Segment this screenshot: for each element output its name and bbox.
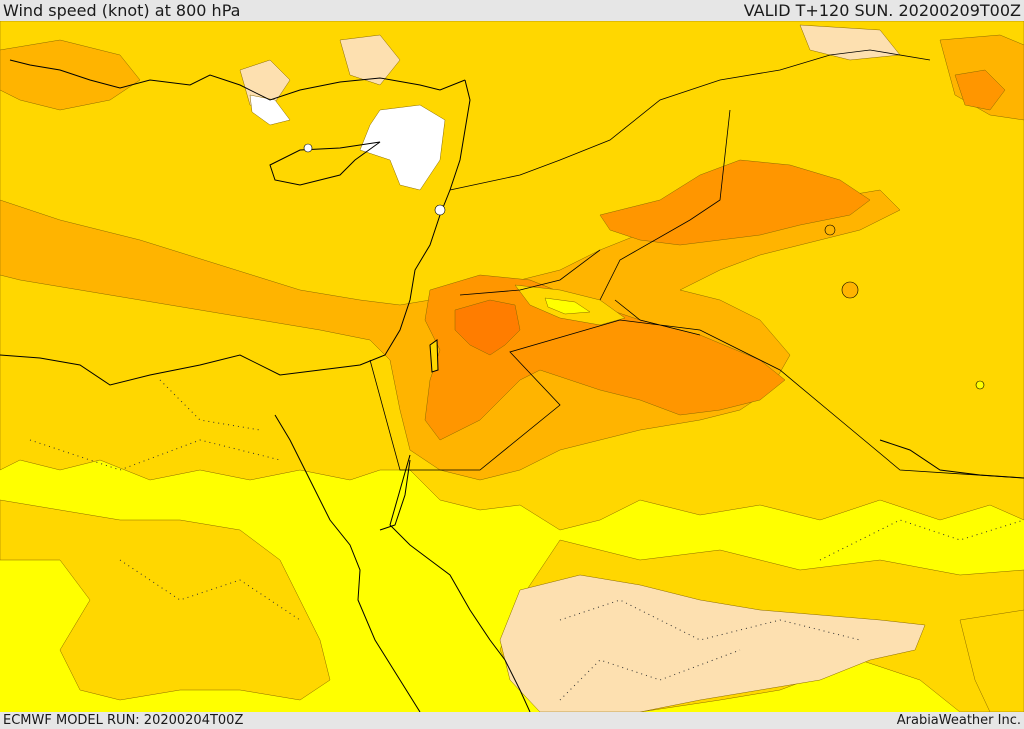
band-light-turkey-3 <box>799 24 901 61</box>
island-dot <box>434 204 446 216</box>
band-light-arabia <box>499 574 926 712</box>
dead-sea <box>429 339 439 373</box>
island-dot <box>824 224 836 236</box>
coastline-gulf-aqaba <box>379 459 411 531</box>
band-white-west <box>249 94 291 126</box>
island-dot <box>303 143 313 153</box>
map-footer: ECMWF MODEL RUN: 20200204T00Z ArabiaWeat… <box>0 712 1024 729</box>
coastline-mediterranean <box>0 79 471 386</box>
cyprus-island <box>269 141 381 186</box>
band-gold-south-west <box>0 499 331 701</box>
island-dot <box>975 380 985 390</box>
credit: ArabiaWeather Inc. <box>896 713 1021 728</box>
band-dark-orange-jordan <box>454 299 521 356</box>
border-lines <box>369 49 1024 479</box>
wind-speed-map <box>0 21 1024 712</box>
band-white-anatolia <box>359 104 446 191</box>
band-yellow-swirl <box>544 297 591 315</box>
map-canvas <box>0 21 1024 712</box>
coastline-red-sea-east <box>389 454 531 712</box>
valid-time: VALID T+120 SUN. 20200209T00Z <box>743 1 1021 20</box>
coastline-red-sea-west <box>274 414 421 712</box>
band-orange-iraq <box>599 159 871 246</box>
model-run: ECMWF MODEL RUN: 20200204T00Z <box>3 713 244 728</box>
map-title: Wind speed (knot) at 800 hPa <box>3 1 241 20</box>
band-light-turkey-2 <box>339 34 401 86</box>
band-orange-ne <box>954 69 1006 111</box>
island-dot <box>841 281 859 299</box>
coastline-turkey <box>9 59 466 101</box>
map-header: Wind speed (knot) at 800 hPa VALID T+120… <box>0 0 1024 21</box>
band-gold-north <box>0 21 1024 531</box>
band-gold-far-east <box>959 609 1024 712</box>
band-amber-north <box>0 39 141 111</box>
